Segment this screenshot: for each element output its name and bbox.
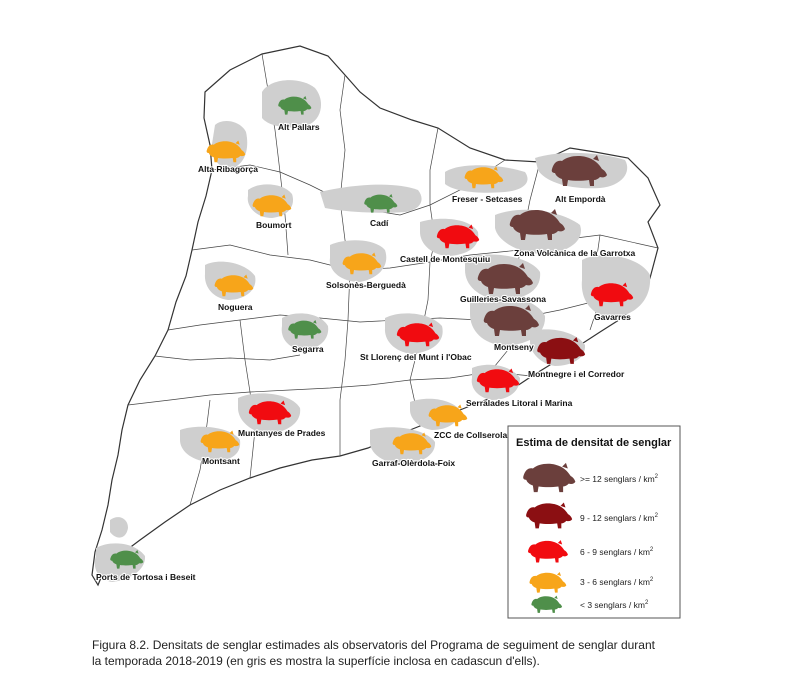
label-montsant: Montsant (202, 456, 240, 466)
label-solsones-bergueda: Solsonès-Berguedà (326, 280, 406, 290)
comarca-borders (127, 53, 659, 506)
label-serralades: Serralades Litoral i Marina (466, 398, 573, 408)
label-alta-ribagorca: Alta Ribagorça (198, 164, 258, 174)
label-montseny: Montseny (494, 342, 534, 352)
legend-label-0: >= 12 senglars / km2 (580, 474, 659, 484)
figure-caption: Figura 8.2. Densitats de senglar estimad… (92, 637, 712, 669)
legend-label-4: < 3 senglars / km2 (580, 600, 649, 610)
label-noguera: Noguera (218, 302, 253, 312)
label-collserola: ZCC de Collserola (434, 430, 507, 440)
legend-label-2: 6 - 9 senglars / km2 (580, 547, 654, 557)
label-alt-emporda: Alt Empordà (555, 194, 606, 204)
label-montnegre: Montnegre i el Corredor (528, 369, 625, 379)
label-castell-de-montesquiu: Castell de Montesquiu (400, 254, 490, 264)
label-st-llorenc: St Llorenç del Munt i l'Obac (360, 352, 472, 362)
label-freser-setcases: Freser - Setcases (452, 194, 523, 204)
caption-line-1: Figura 8.2. Densitats de senglar estimad… (92, 638, 655, 652)
label-segarra: Segarra (292, 344, 324, 354)
caption-line-2: la temporada 2018-2019 (en gris es mostr… (92, 654, 540, 668)
legend: Estima de densitat de senglar >= 12 seng… (507, 425, 681, 619)
label-ports-de-tortosa: Ports de Tortosa i Beseit (96, 572, 196, 582)
label-alt-pallars: Alt Pallars (278, 122, 320, 132)
label-muntanyes-de-prades: Muntanyes de Prades (238, 428, 326, 438)
label-boumort: Boumort (256, 220, 292, 230)
legend-label-3: 3 - 6 senglars / km2 (580, 577, 654, 587)
label-guilleries-savassona: Guilleries-Savassona (460, 294, 546, 304)
legend-label-1: 9 - 12 senglars / km2 (580, 513, 659, 523)
legend-title: Estima de densitat de senglar (516, 437, 672, 449)
observatory-labels: Alt Pallars Alta Ribagorça Boumort Cadí … (95, 121, 637, 583)
label-zona-volcanica: Zona Volcànica de la Garrotxa (514, 248, 636, 258)
label-gavarres: Gavarres (594, 312, 631, 322)
label-cadi: Cadí (370, 218, 389, 228)
label-garraf: Garraf-Olèrdola-Foix (372, 458, 455, 468)
